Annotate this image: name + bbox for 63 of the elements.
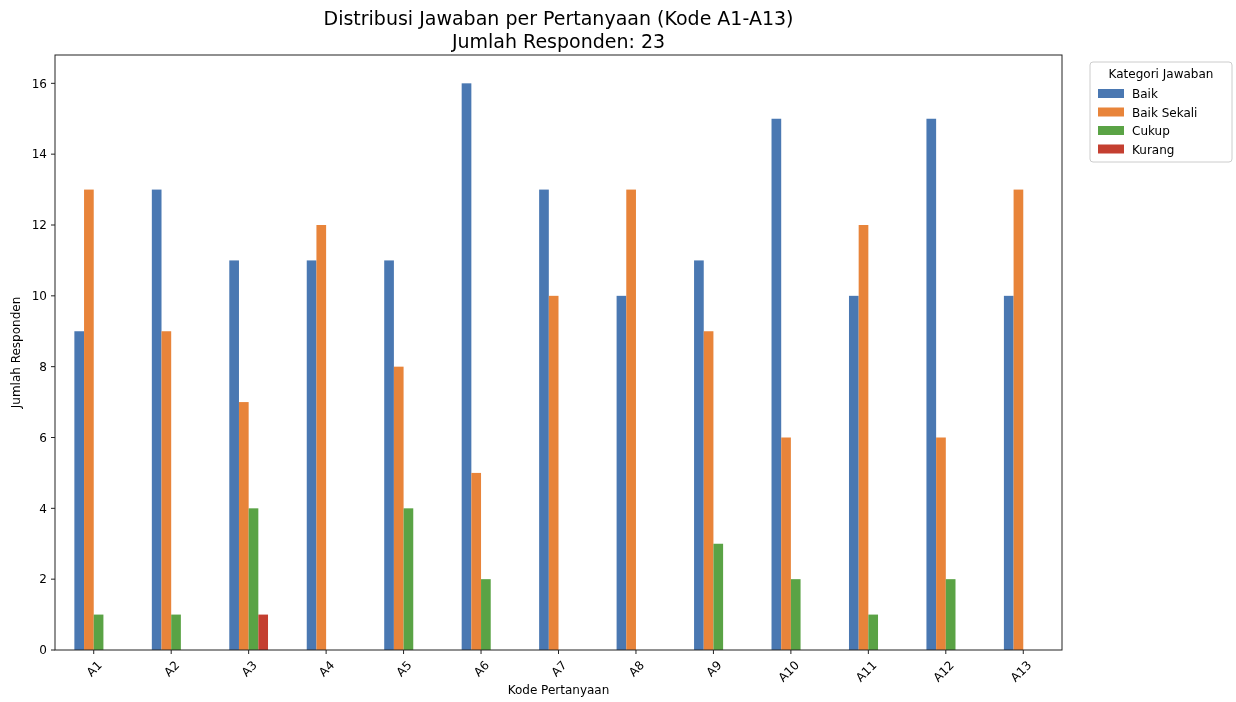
x-tick-label: A6	[471, 658, 493, 680]
chart-title: Distribusi Jawaban per Pertanyaan (Kode A1-A13)	[323, 7, 794, 29]
y-tick-label: 12	[31, 218, 47, 233]
x-tick-label: A7	[548, 658, 570, 680]
bar	[616, 295, 627, 650]
x-tick-label: A8	[625, 658, 648, 680]
bar	[316, 225, 327, 650]
bar	[936, 437, 946, 650]
bar	[74, 331, 85, 650]
bar	[626, 189, 636, 650]
y-tick-label: 2	[39, 572, 47, 587]
x-tick-label: A11	[852, 658, 880, 685]
x-tick-label: A1	[83, 658, 105, 680]
x-axis-title: Kode Pertanyaan	[507, 683, 610, 697]
bar	[171, 614, 181, 650]
legend-label: Kurang	[1132, 142, 1175, 157]
y-tick-label: 16	[31, 76, 47, 91]
x-tick-label: A4	[316, 658, 338, 680]
y-tick-label: 14	[31, 147, 47, 162]
bar	[539, 189, 549, 650]
bar	[771, 118, 782, 650]
bar	[1013, 189, 1024, 650]
bar	[481, 579, 491, 650]
bar	[471, 472, 482, 650]
y-tick-label: 4	[39, 501, 47, 516]
bar	[403, 508, 414, 650]
y-axis-title: Jumlah Responden	[9, 296, 23, 410]
bar	[848, 295, 859, 650]
bar	[384, 260, 394, 650]
bar	[258, 614, 269, 650]
legend-label: Baik Sekali	[1132, 105, 1198, 120]
legend-title: Kategori Jawaban	[1108, 67, 1214, 81]
bar	[238, 402, 249, 650]
bar	[548, 295, 559, 650]
bar	[1003, 295, 1014, 650]
y-tick-label: 8	[39, 359, 47, 374]
bar	[248, 508, 259, 650]
bar	[858, 225, 869, 650]
bar	[781, 437, 791, 650]
bar	[306, 260, 317, 650]
y-tick-label: 6	[39, 430, 47, 445]
y-tick-label: 10	[31, 289, 47, 304]
x-tick-label: A9	[703, 658, 725, 680]
bar	[393, 366, 404, 650]
chart-subtitle: Jumlah Responden: 23	[450, 30, 666, 52]
bar	[84, 189, 94, 650]
legend-label: Cukup	[1132, 124, 1170, 139]
x-tick-label: A2	[161, 658, 183, 680]
bar	[161, 331, 172, 650]
bar	[926, 118, 937, 650]
bar	[151, 189, 162, 650]
y-tick-label: 0	[39, 643, 47, 658]
legend-label: Baik	[1132, 87, 1158, 102]
x-tick-label: A3	[238, 658, 260, 680]
x-tick-label: A5	[393, 658, 415, 680]
bar	[694, 260, 704, 650]
bar	[703, 331, 714, 650]
bar	[461, 83, 472, 650]
bar	[945, 579, 956, 650]
bar	[713, 543, 724, 650]
bar	[868, 614, 879, 650]
bar	[790, 579, 801, 650]
bar	[229, 260, 239, 650]
